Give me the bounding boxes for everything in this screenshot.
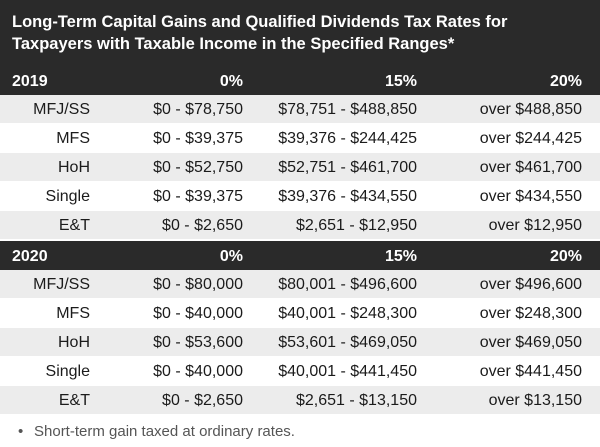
range-20: over $244,425 [479,130,582,147]
year-label: 2019 [12,73,48,90]
title-line-1: Long-Term Capital Gains and Qualified Di… [12,13,508,31]
range-0: $0 - $80,000 [153,276,243,293]
rate-header-0: 0% [219,73,243,90]
range-15: $39,376 - $244,425 [278,130,417,147]
range-0: $0 - $39,375 [153,130,243,147]
range-15: $78,751 - $488,850 [278,101,417,118]
filing-status: MFS [56,130,90,147]
filing-status: Single [45,363,90,380]
range-20: over $461,700 [479,159,582,176]
table-row: E&T $0 - $2,650 $2,651 - $13,150 over $1… [0,386,600,415]
range-20: over $248,300 [479,305,582,322]
title-line-2: Taxpayers with Taxable Income in the Spe… [12,35,455,53]
rate-header-15: 15% [384,73,417,90]
year-label: 2020 [12,248,48,265]
table-row: MFS $0 - $39,375 $39,376 - $244,425 over… [0,124,600,153]
filing-status: HoH [57,159,90,176]
range-0: $0 - $40,000 [153,305,243,322]
filing-status: MFS [56,305,90,322]
range-15: $2,651 - $12,950 [296,217,417,234]
range-20: over $488,850 [479,101,582,118]
filing-status: Single [45,188,90,205]
table-row: MFJ/SS $0 - $78,750 $78,751 - $488,850 o… [0,95,600,124]
range-0: $0 - $78,750 [153,101,243,118]
table-2019: 2019 0% 15% 20% MFJ/SS $0 - $78,750 $78,… [0,66,600,240]
filing-status: E&T [58,392,90,409]
range-15: $80,001 - $496,600 [278,276,417,293]
range-0: $0 - $39,375 [153,188,243,205]
filing-status: HoH [57,334,90,351]
header-row-2020: 2020 0% 15% 20% [0,241,600,270]
rate-header-20: 20% [549,248,582,265]
range-15: $52,751 - $461,700 [278,159,417,176]
table-row: Single $0 - $40,000 $40,001 - $441,450 o… [0,357,600,386]
table-row: MFS $0 - $40,000 $40,001 - $248,300 over… [0,299,600,328]
range-15: $2,651 - $13,150 [296,392,417,409]
header-row-2019: 2019 0% 15% 20% [0,66,600,95]
table-row: Single $0 - $39,375 $39,376 - $434,550 o… [0,182,600,211]
range-20: over $434,550 [479,188,582,205]
table-row: HoH $0 - $52,750 $52,751 - $461,700 over… [0,153,600,182]
footnote: • Short-term gain taxed at ordinary rates… [18,420,295,444]
rate-header-20: 20% [549,73,582,90]
range-0: $0 - $52,750 [153,159,243,176]
bullet-marker: • [18,423,24,440]
table-row: HoH $0 - $53,600 $53,601 - $469,050 over… [0,328,600,357]
range-0: $0 - $2,650 [162,217,243,234]
range-20: over $13,150 [488,392,582,409]
filing-status: MFJ/SS [33,101,90,118]
table-title: Long-Term Capital Gains and Qualified Di… [0,0,600,66]
rate-header-0: 0% [219,248,243,265]
range-15: $53,601 - $469,050 [278,334,417,351]
table-2020: 2020 0% 15% 20% MFJ/SS $0 - $80,000 $80,… [0,241,600,415]
filing-status: MFJ/SS [33,276,90,293]
filing-status: E&T [58,217,90,234]
range-20: over $441,450 [479,363,582,380]
table-row: E&T $0 - $2,650 $2,651 - $12,950 over $1… [0,211,600,240]
range-15: $40,001 - $248,300 [278,305,417,322]
range-0: $0 - $53,600 [153,334,243,351]
table-row: MFJ/SS $0 - $80,000 $80,001 - $496,600 o… [0,270,600,299]
range-20: over $469,050 [479,334,582,351]
range-15: $39,376 - $434,550 [278,188,417,205]
range-20: over $12,950 [488,217,582,234]
rate-header-15: 15% [384,248,417,265]
range-0: $0 - $2,650 [162,392,243,409]
range-15: $40,001 - $441,450 [278,363,417,380]
range-0: $0 - $40,000 [153,363,243,380]
footnote-text: Short-term gain taxed at ordinary rates. [34,423,295,440]
range-20: over $496,600 [479,276,582,293]
